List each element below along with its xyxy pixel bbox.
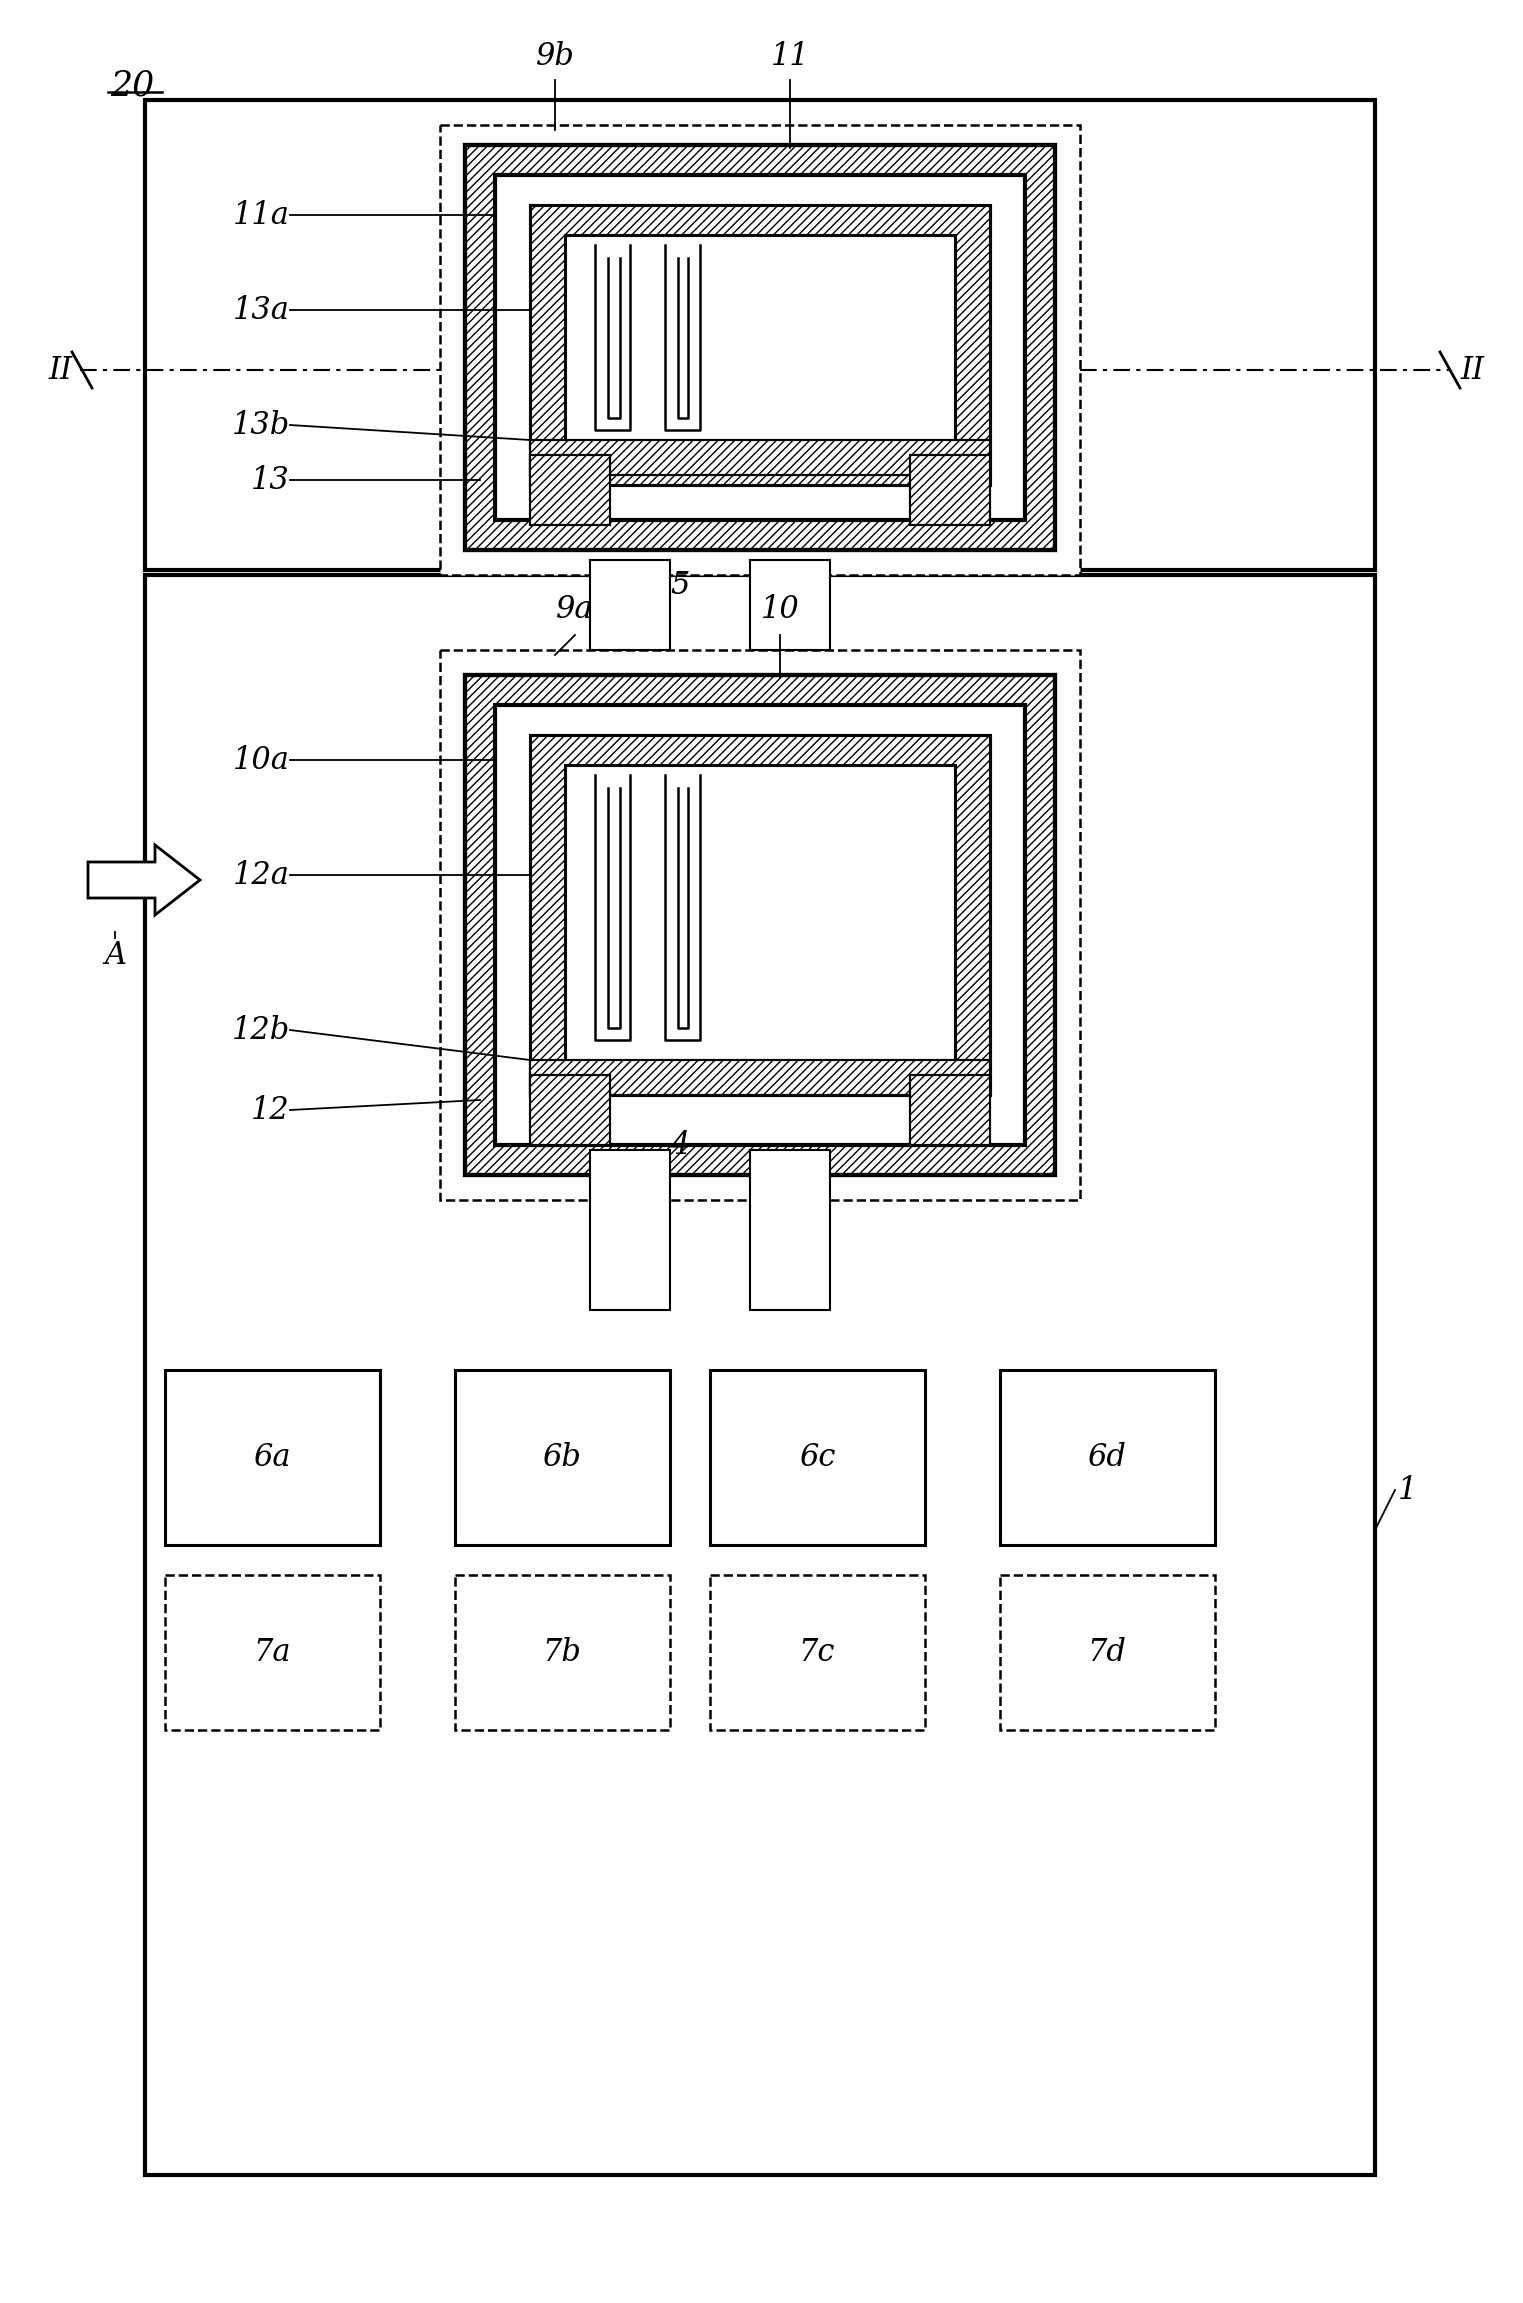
Bar [530, 1059, 990, 1094]
Bar [911, 1076, 990, 1145]
Text: 11a: 11a [233, 200, 289, 230]
Text: II: II [1461, 355, 1483, 385]
Bar [465, 145, 1055, 550]
Bar [911, 456, 990, 525]
Text: 6c: 6c [798, 1442, 835, 1472]
Bar [145, 99, 1375, 571]
Text: 11: 11 [771, 41, 809, 71]
Text: A: A [104, 940, 126, 972]
Bar [530, 735, 990, 1094]
Text: 12b: 12b [231, 1016, 289, 1046]
Bar [440, 649, 1080, 1200]
Text: 12a: 12a [233, 859, 289, 891]
Bar [530, 735, 990, 1094]
Text: 13a: 13a [233, 295, 289, 325]
Bar [530, 440, 990, 474]
Text: II: II [49, 355, 72, 385]
Text: 9b: 9b [536, 41, 574, 71]
Bar [440, 124, 1080, 576]
Bar [749, 560, 830, 649]
Bar [530, 205, 990, 486]
Bar [911, 1076, 990, 1145]
Bar [1001, 1370, 1215, 1545]
Bar [495, 705, 1025, 1145]
Bar [530, 735, 990, 1094]
Bar [455, 1370, 670, 1545]
Bar [530, 1059, 990, 1094]
Bar [164, 1575, 381, 1730]
Bar [530, 440, 990, 474]
Text: 7b: 7b [542, 1637, 582, 1667]
Text: 20: 20 [110, 69, 154, 101]
Text: 10a: 10a [233, 744, 289, 776]
Bar [530, 456, 611, 525]
Text: 9a: 9a [556, 594, 594, 624]
Bar [911, 456, 990, 525]
Text: 6a: 6a [253, 1442, 291, 1472]
Bar [530, 1076, 611, 1145]
Bar [495, 705, 1025, 1145]
Bar [465, 675, 1055, 1175]
Bar [164, 1370, 381, 1545]
Text: 5: 5 [670, 569, 690, 601]
Text: 7a: 7a [253, 1637, 291, 1667]
Text: 1: 1 [1398, 1474, 1418, 1506]
Bar [530, 440, 990, 474]
Bar [530, 456, 611, 525]
Polygon shape [88, 845, 200, 914]
Bar [530, 1059, 990, 1094]
Bar [465, 145, 1055, 550]
Text: 13: 13 [251, 465, 289, 495]
Bar [530, 1076, 611, 1145]
Bar [530, 205, 990, 486]
Bar [530, 205, 990, 486]
Bar [710, 1370, 924, 1545]
Bar [710, 1575, 924, 1730]
Bar [465, 675, 1055, 1175]
Text: 6d: 6d [1087, 1442, 1127, 1472]
Bar [465, 675, 1055, 1175]
Bar [530, 456, 611, 525]
Bar [589, 560, 670, 649]
Text: 7c: 7c [798, 1637, 835, 1667]
Text: 6b: 6b [542, 1442, 582, 1472]
Bar [495, 175, 1025, 520]
Bar [565, 235, 955, 456]
Bar [565, 765, 955, 1064]
Bar [911, 1076, 990, 1145]
Bar [530, 1076, 611, 1145]
Bar [145, 576, 1375, 2174]
Bar [589, 1149, 670, 1310]
Bar [749, 1149, 830, 1310]
Text: 4: 4 [670, 1128, 690, 1161]
Bar [455, 1575, 670, 1730]
Bar [495, 175, 1025, 520]
Text: 13b: 13b [231, 410, 289, 440]
Bar [911, 456, 990, 525]
Text: 12: 12 [251, 1094, 289, 1126]
Bar [1001, 1575, 1215, 1730]
Text: 10: 10 [760, 594, 800, 624]
Bar [465, 145, 1055, 550]
Text: 7d: 7d [1087, 1637, 1127, 1667]
